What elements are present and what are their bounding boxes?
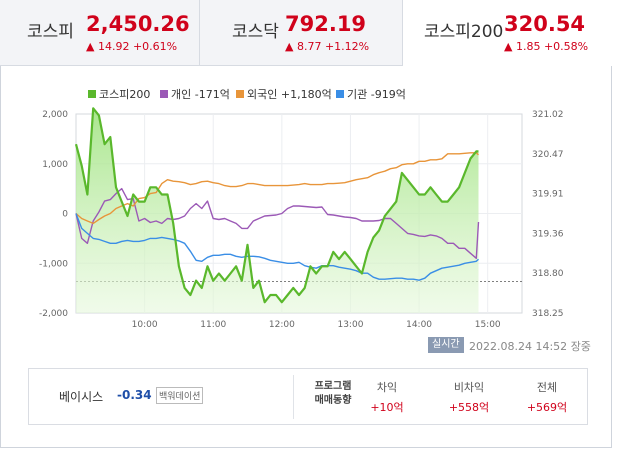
tab-kosdaq-value: 792.19 <box>285 12 367 36</box>
program-col-header: 비차익 <box>453 381 485 394</box>
tab-kospi-name: 코스피 <box>27 22 74 42</box>
legend-item-individual[interactable]: 개인 -171억 <box>160 86 230 102</box>
program-col-value: +10억 <box>370 401 404 414</box>
program-col-header: 전체 <box>536 381 558 394</box>
basis-label: 베이시스 <box>59 390 104 404</box>
program-col-value: +569억 <box>526 401 568 414</box>
realtime-badge[interactable]: 실시간 <box>428 337 464 353</box>
tab-kosdaq-change: ▲ 8.77 +1.12% <box>285 40 370 53</box>
tab-kospi200-name: 코스피200 <box>424 22 504 42</box>
program-col-nonarbitrage: 비차익 +558억 <box>439 379 499 415</box>
legend-label-institution: 기관 -919억 <box>347 88 406 101</box>
legend-item-foreign[interactable]: 외국인 +1,180억 <box>236 86 332 102</box>
panel-divider <box>293 375 294 419</box>
program-col-total: 전체 +569억 <box>517 379 577 415</box>
legend-label-foreign: 외국인 +1,180억 <box>247 88 332 101</box>
legend-swatch-individual <box>160 90 168 98</box>
basis-unit-badge: 백워데이션 <box>156 387 204 404</box>
basis-program-panel: 베이시스 -0.34 백워데이션 프로그램 매매동향 차익 +10억 비차익 +… <box>28 368 588 425</box>
tab-kosdaq[interactable]: 코스닥 792.19 ▲ 8.77 +1.12% <box>200 0 403 66</box>
legend-label-individual: 개인 -171억 <box>171 88 230 101</box>
legend-swatch-kospi200 <box>88 90 96 98</box>
program-label-line2: 매매동향 <box>314 395 352 406</box>
legend-item-institution[interactable]: 기관 -919억 <box>336 86 406 102</box>
tab-kospi200[interactable]: 코스피200 320.54 ▲ 1.85 +0.58% <box>403 0 612 66</box>
tab-kospi-value: 2,450.26 <box>86 12 190 36</box>
program-col-value: +558억 <box>448 401 490 414</box>
tab-kospi200-value: 320.54 <box>504 12 586 36</box>
program-trading-label: 프로그램 매매동향 <box>309 380 357 408</box>
legend-item-kospi200[interactable]: 코스피200 <box>88 86 150 102</box>
legend-swatch-foreign <box>236 90 244 98</box>
update-timestamp: 2022.08.24 14:52 장중 <box>469 338 591 354</box>
tab-kospi[interactable]: 코스피 2,450.26 ▲ 14.92 +0.61% <box>0 0 200 66</box>
program-col-arbitrage: 차익 +10억 <box>357 379 417 415</box>
program-label-line1: 프로그램 <box>314 381 352 392</box>
basis-value: -0.34 <box>117 388 152 402</box>
tab-kospi200-change: ▲ 1.85 +0.58% <box>504 40 589 53</box>
legend-label-kospi200: 코스피200 <box>99 88 151 101</box>
index-tabs: 코스피 2,450.26 ▲ 14.92 +0.61% 코스닥 792.19 ▲… <box>0 0 612 66</box>
tab-kospi-change: ▲ 14.92 +0.61% <box>86 40 178 53</box>
program-col-header: 차익 <box>376 381 398 394</box>
tab-kosdaq-name: 코스닥 <box>232 22 279 42</box>
market-status: 장중 <box>570 340 591 353</box>
timestamp-text: 2022.08.24 14:52 <box>469 340 568 353</box>
legend-swatch-institution <box>336 90 344 98</box>
